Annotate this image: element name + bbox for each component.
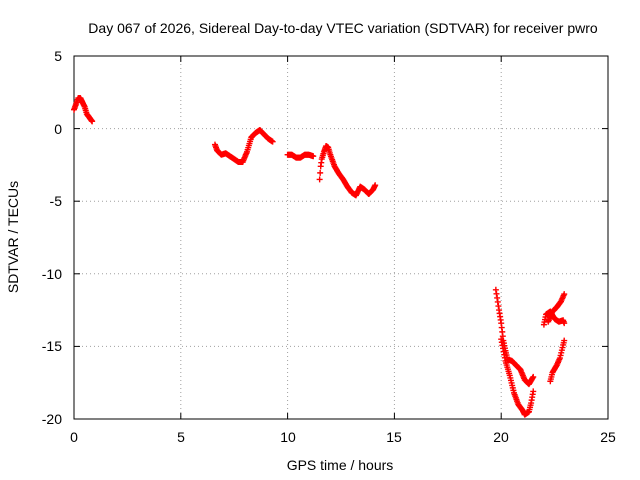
x-axis-label: GPS time / hours: [287, 457, 394, 473]
y-tick-label: -15: [42, 338, 62, 354]
x-tick-label: 10: [280, 429, 296, 445]
plot-frame: [73, 55, 609, 420]
x-tick-label: 0: [70, 429, 78, 445]
data-point: [561, 337, 568, 344]
data-point: [530, 373, 537, 380]
y-axis-label: SDTVAR / TECUs: [5, 181, 21, 293]
data-point: [317, 169, 324, 176]
data-point: [316, 176, 323, 183]
y-tick-label: 5: [54, 48, 62, 64]
grid-lines: [74, 56, 608, 419]
y-tick-label: -20: [42, 411, 62, 427]
data-point: [561, 320, 568, 327]
data-points: [71, 95, 568, 418]
x-tick-labels: 0 5 10 15 20 25: [70, 429, 616, 445]
y-tick-labels: 5 0 -5 -10 -15 -20: [42, 48, 62, 427]
chart-title: Day 067 of 2026, Sidereal Day-to-day VTE…: [88, 20, 598, 36]
y-tick-label: -10: [42, 266, 62, 282]
axis-ticks: [73, 55, 609, 420]
data-point: [372, 182, 379, 189]
x-tick-label: 25: [600, 429, 616, 445]
x-tick-label: 5: [177, 429, 185, 445]
data-point: [530, 388, 537, 395]
y-tick-label: 0: [54, 121, 62, 137]
data-point: [89, 118, 96, 125]
data-point: [269, 138, 276, 145]
y-tick-label: -5: [50, 193, 63, 209]
x-tick-label: 15: [386, 429, 402, 445]
x-tick-label: 20: [493, 429, 509, 445]
data-point: [561, 291, 568, 298]
data-point: [310, 153, 317, 160]
